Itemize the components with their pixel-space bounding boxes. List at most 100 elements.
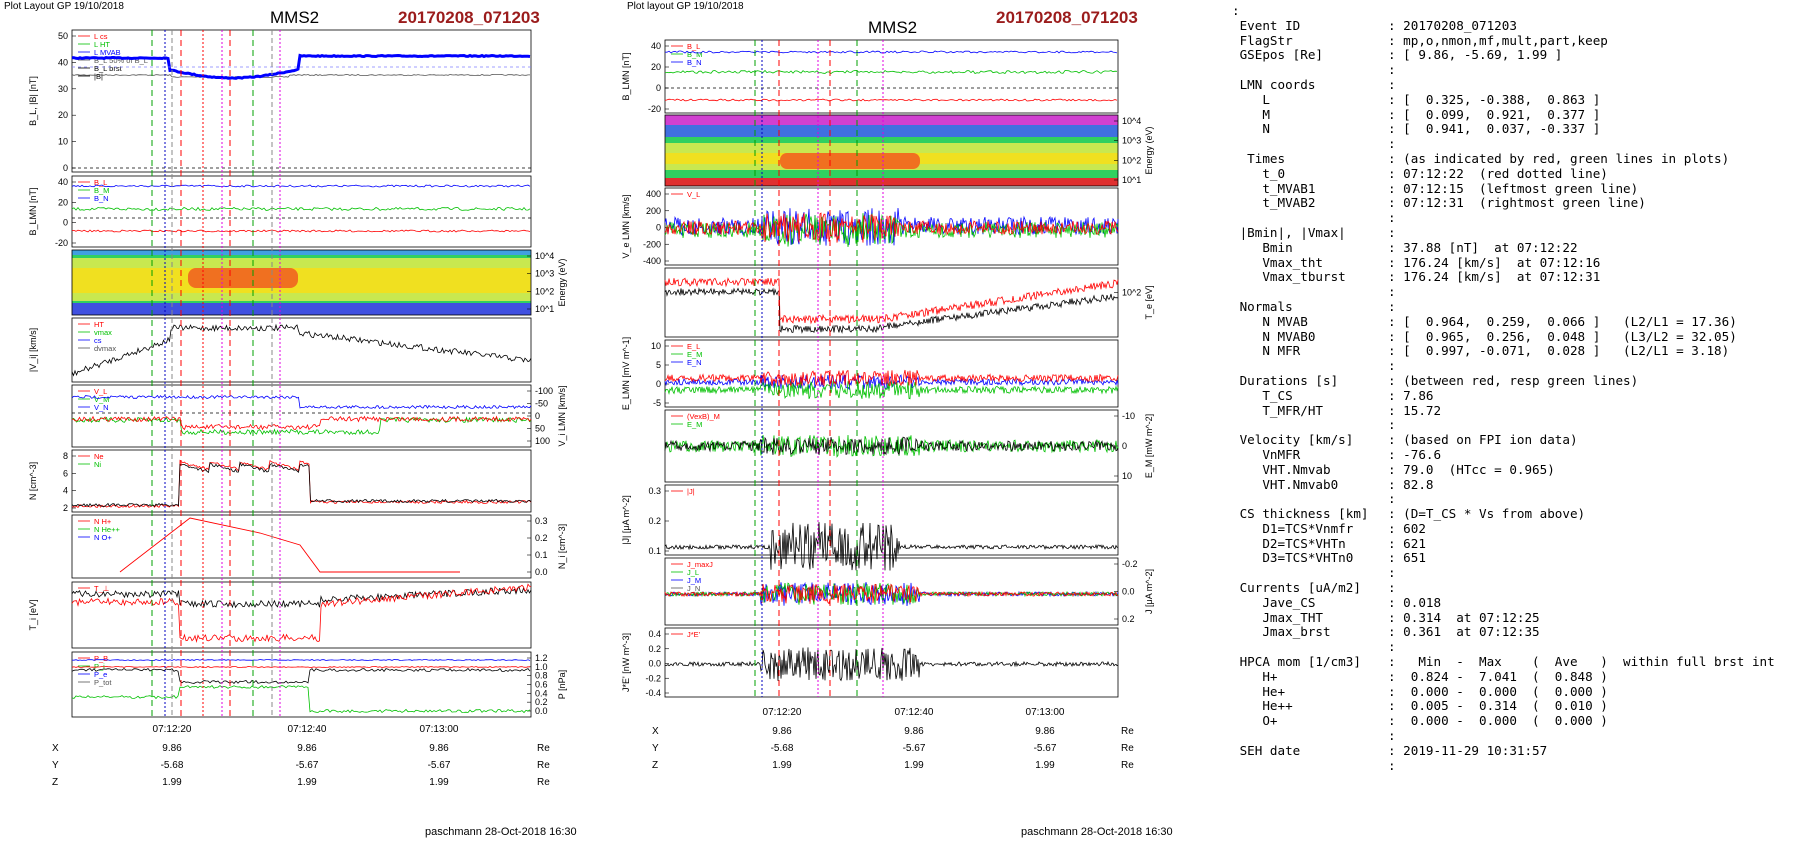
right-spectrogram-low — [665, 178, 1118, 186]
summary-key — [1232, 418, 1388, 433]
right_page-ve-ylabel: V_e LMN [km/s] — [621, 194, 631, 258]
right_page-ve-legend-label: V_L — [687, 190, 700, 199]
summary-key: T_CS — [1232, 387, 1293, 403]
right_page-panel-te-frame — [664, 267, 1119, 338]
left_page-blmn-legend-label: B_N — [94, 194, 109, 203]
summary-key: Jmax_THT — [1232, 609, 1323, 625]
left_page-p-ytick-right: 0.0 — [535, 706, 548, 716]
summary-value: : — [1388, 210, 1396, 226]
summary-key: |Bmin|, |Vmax| — [1232, 224, 1346, 240]
right_page-j-ylabel: |J| [μA m^-2] — [621, 495, 631, 545]
left_page-vi-legend-label: vmax — [94, 328, 112, 337]
summary-value: : 0.000 - 0.000 ( 0.000 ) — [1388, 683, 1608, 699]
summary-key: N MFR — [1232, 343, 1301, 359]
right_page-je-ytick: 0.2 — [648, 644, 661, 654]
summary-key: t_0 — [1232, 165, 1286, 181]
summary-row: O+: 0.000 - 0.000 ( 0.000 ) — [1232, 713, 1775, 729]
left_page-blmn-ytick: -20 — [55, 238, 68, 248]
summary-value: : 0.361 at 07:12:35 — [1388, 624, 1540, 640]
summary-value: : -76.6 — [1388, 446, 1442, 462]
summary-key: N MVAB0 — [1232, 328, 1316, 344]
summary-row: Bmin: 37.88 [nT] at 07:12:22 — [1232, 240, 1775, 256]
right_page-j-ytick: 0.3 — [648, 486, 661, 496]
left-ephem-value: -5.67 — [296, 760, 319, 771]
summary-value: : 0.018 — [1388, 594, 1442, 610]
summary-value: : — [1388, 76, 1396, 92]
summary-row: FlagStr: mp,o,nmon,mf,mult,part,keep — [1232, 33, 1775, 49]
summary-value: : 0.005 - 0.314 ( 0.010 ) — [1388, 698, 1608, 714]
right-ephem-label: Z — [652, 760, 658, 771]
right-footer: paschmann 28-Oct-2018 16:30 — [1021, 826, 1173, 838]
right_page-j-ytick: 0.2 — [648, 516, 661, 526]
summary-key: Durations [s] — [1232, 372, 1339, 388]
right-ephem-value: 9.86 — [772, 726, 792, 737]
right_page-elmn-ytick: 0 — [656, 379, 661, 389]
summary-value: : — [1388, 224, 1396, 240]
right_page-blmn-ylabel: B_LMN [nT] — [621, 52, 631, 100]
summary-row: : — [1232, 284, 1775, 300]
summary-row: : — [1232, 728, 1775, 744]
right-ephem-value: 1.99 — [772, 760, 792, 771]
left-page-header: Plot Layout GP 19/10/2018 — [4, 1, 124, 12]
summary-key: D2=TCS*VHTn — [1232, 535, 1346, 551]
right_page-em-right-label: E_M [mW m^-2] — [1144, 414, 1154, 478]
right_page-panel-je-frame — [664, 627, 1119, 698]
left_page-ti-legend-label: T_⊥ — [94, 584, 110, 593]
left_page-blmn-ytick: 20 — [58, 197, 68, 207]
right-spectrogram-high — [665, 115, 1118, 125]
left_page-hpca-legend-label: N O+ — [94, 533, 112, 542]
right_page-jlmn-ytick-right: 0.0 — [1122, 587, 1135, 597]
summary-key: LMN coords — [1232, 76, 1316, 92]
summary-row: : — [1232, 358, 1775, 374]
right-time-tick-label: 07:12:40 — [895, 707, 934, 718]
summary-key — [1232, 285, 1388, 300]
right_page-panel-j-frame — [664, 484, 1119, 556]
summary-row: Velocity [km/s]: (based on FPI ion data) — [1232, 432, 1775, 448]
summary-row: : — [1232, 136, 1775, 152]
summary-value: : — [1388, 565, 1396, 581]
right_page-panel-spec-frame — [664, 114, 1119, 187]
right-jlmn-jm — [664, 582, 1119, 606]
summary-row: Vmax_tburst: 176.24 [km/s] at 07:12:31 — [1232, 269, 1775, 285]
right_page-elmn-ytick: 5 — [656, 360, 661, 370]
left_page-panel-ti-frame — [71, 581, 532, 649]
summary-key — [1232, 492, 1388, 507]
summary-row: N MVAB: [ 0.964, 0.259, 0.066 ] (L2/L1 =… — [1232, 314, 1775, 330]
left_page-vlmn-legend-label: V_M — [94, 395, 109, 404]
left_page-bl-legend-label: L HT — [94, 40, 110, 49]
left_page-spec-ytick-right: 10^1 — [535, 304, 554, 314]
left-spectrogram-core — [72, 268, 531, 293]
summary-value: : (based on FPI ion data) — [1388, 432, 1578, 448]
summary-value: : [ 0.099, 0.921, 0.377 ] — [1388, 106, 1601, 122]
right-blmn-bm — [664, 69, 1118, 75]
right_page-elmn-ylabel: E_LMN [mV m^-1] — [621, 337, 631, 410]
summary-row: N MVAB0: [ 0.965, 0.256, 0.048 ] (L3/L2 … — [1232, 328, 1775, 345]
left_page-vi-ylabel: |V_i| [km/s] — [28, 328, 38, 372]
right-ephem-value: 1.99 — [1035, 760, 1055, 771]
right-ephem-label: Y — [652, 743, 659, 754]
summary-key: He+ — [1232, 683, 1286, 699]
right-em-vexb — [664, 436, 1119, 456]
right_page-em-ytick-right: 0 — [1122, 441, 1127, 451]
left-blmn-bl — [71, 184, 531, 188]
summary-value: : 07:12:15 (leftmost green line) — [1388, 180, 1639, 196]
left-time-tick-label: 07:13:00 — [420, 724, 459, 735]
left-ephem-value: -5.67 — [428, 760, 451, 771]
left-ephem-value: 1.99 — [429, 777, 449, 788]
summary-row: : — [1232, 491, 1775, 507]
left_page-hpca-ytick-right: 0.2 — [535, 533, 548, 543]
right-j-mag — [664, 522, 1119, 571]
left-ephem-label: Y — [52, 760, 59, 771]
left-ephem-value: -5.68 — [161, 760, 184, 771]
right_page-jlmn-legend-label: J_L — [687, 568, 699, 577]
right-elmn-en — [664, 369, 1119, 388]
right-te-tpar — [664, 277, 1119, 325]
right-ephem-unit: Re — [1121, 760, 1134, 771]
summary-key: O+ — [1232, 713, 1278, 729]
right_page-elmn-legend-label: E_M — [687, 350, 702, 359]
left_page-ti-ylabel: T_i [eV] — [28, 599, 38, 630]
summary-row: Vmax_tht: 176.24 [km/s] at 07:12:16 — [1232, 255, 1775, 271]
summary-key: VnMFR — [1232, 446, 1301, 462]
summary-value: : 0.824 - 7.041 ( 0.848 ) — [1388, 668, 1608, 684]
